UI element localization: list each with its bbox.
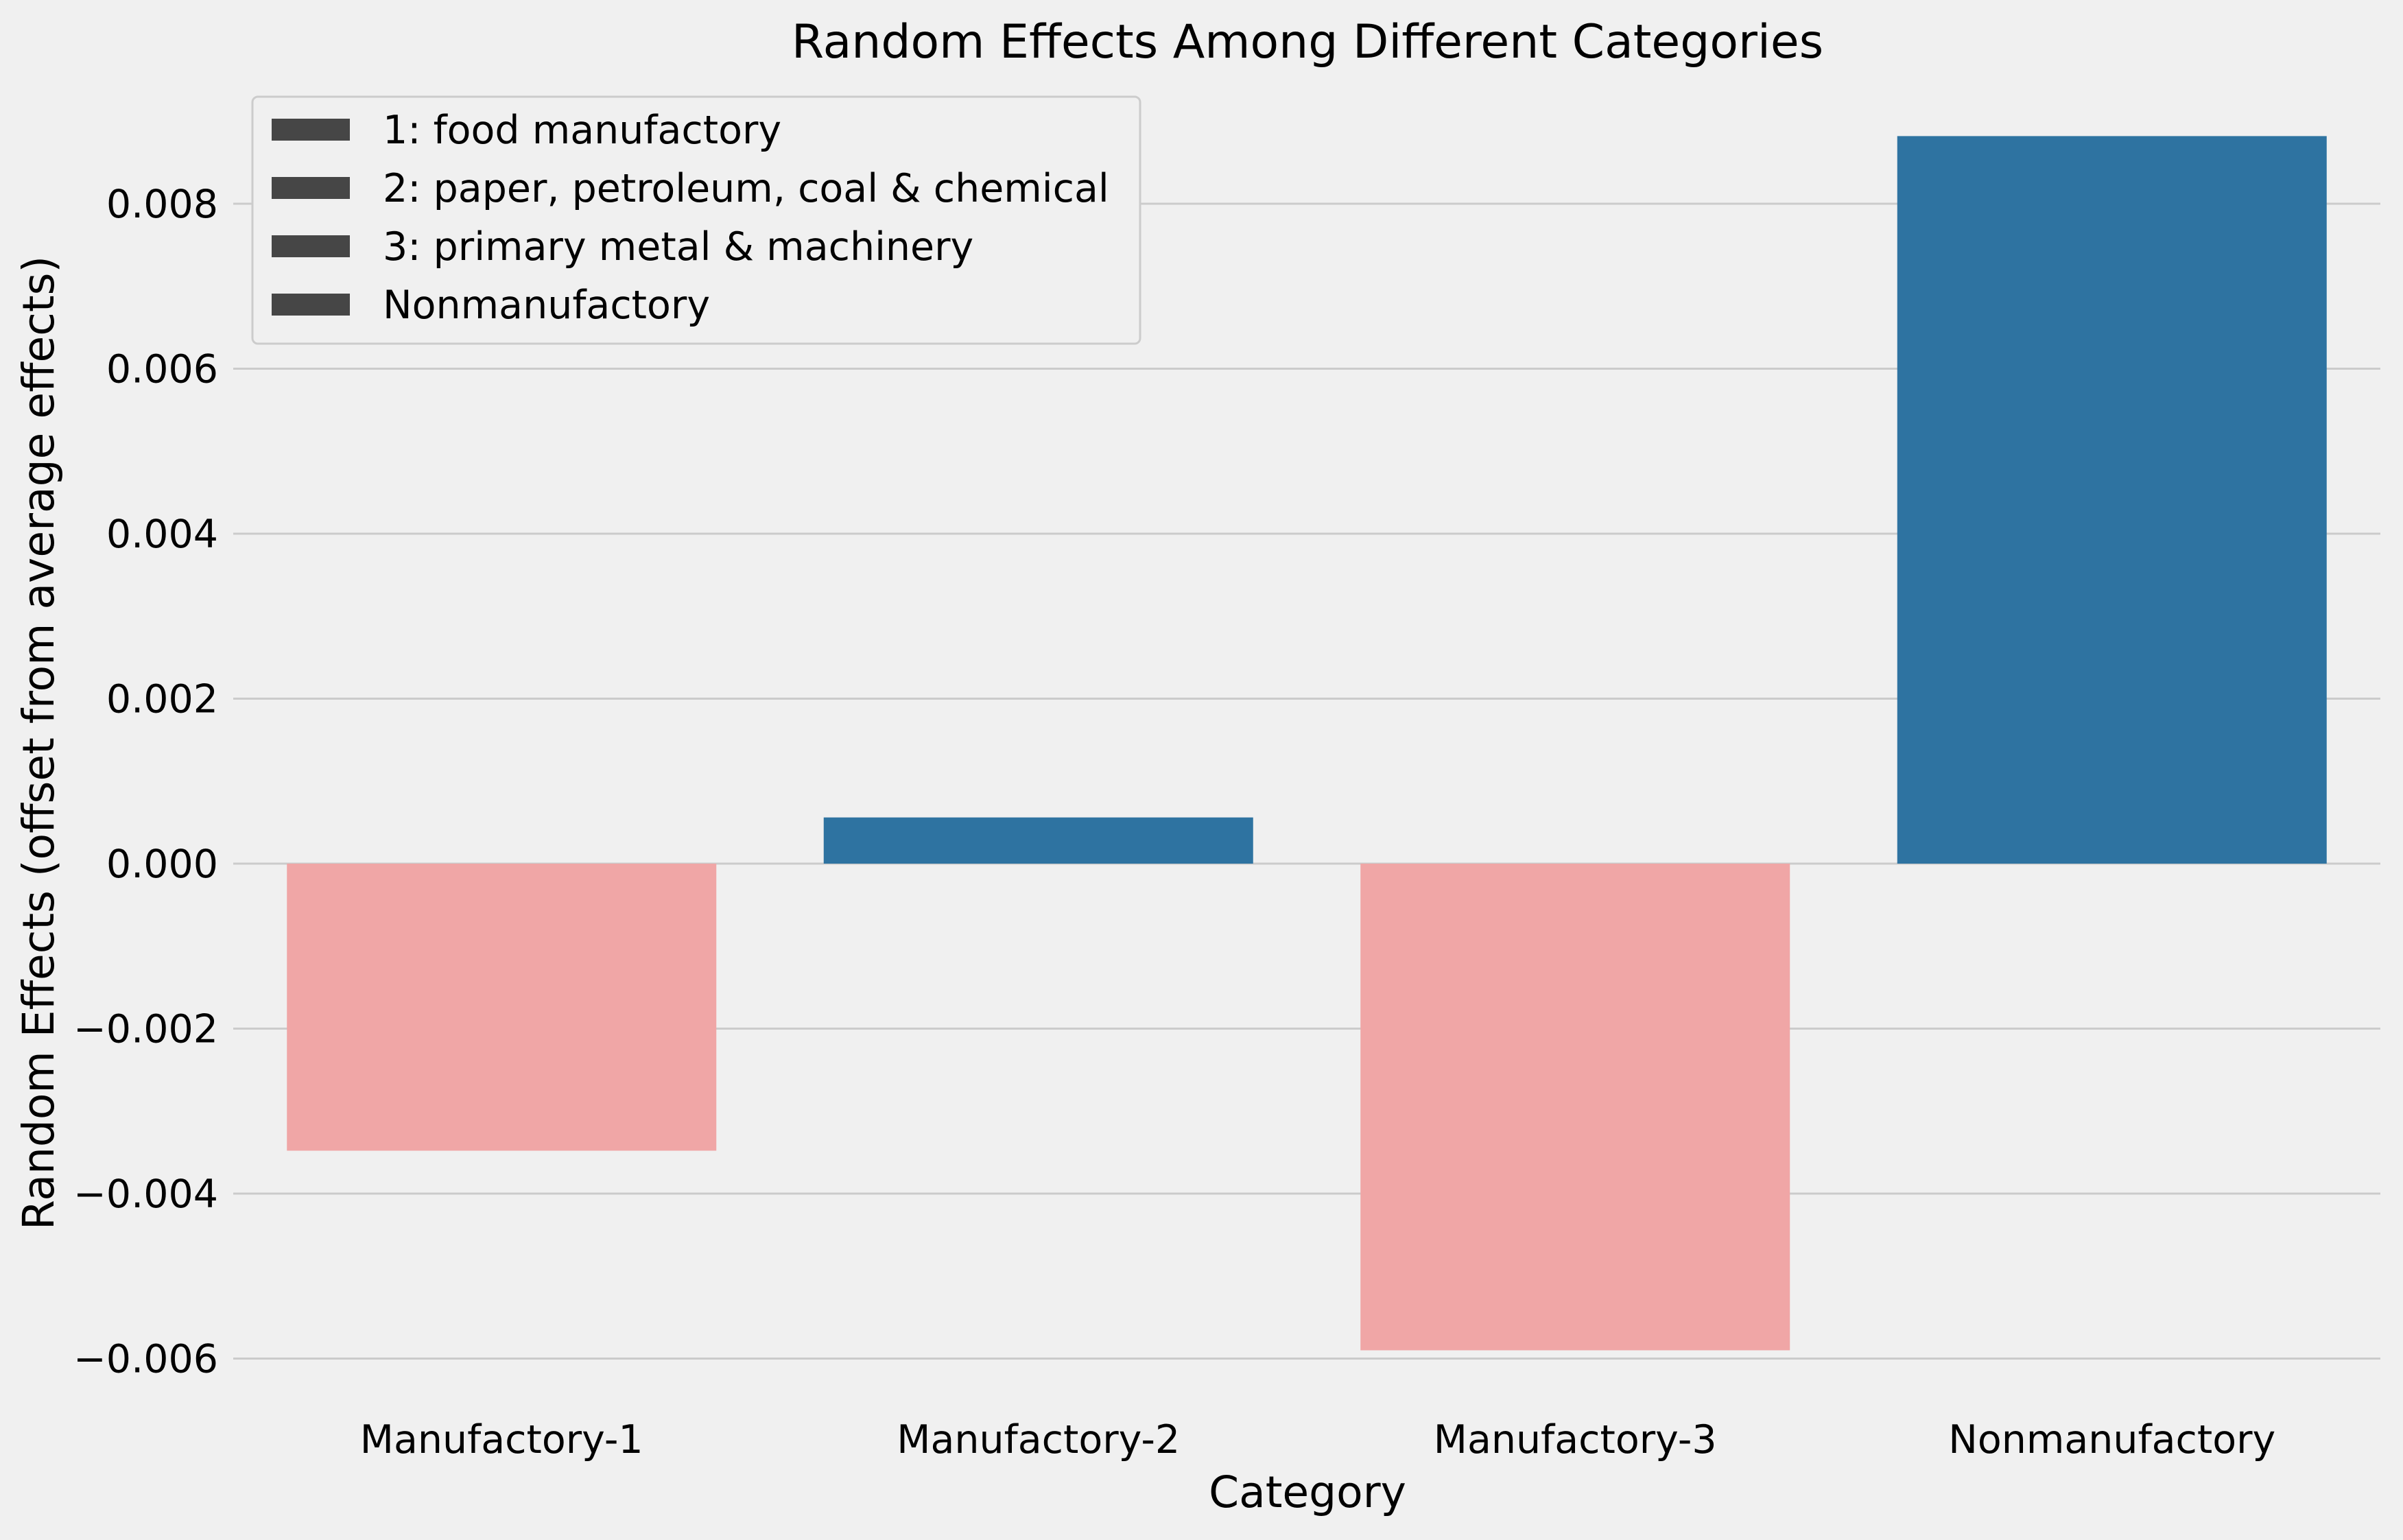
legend-label: 3: primary metal & machinery [383, 224, 973, 270]
x-tick-label: Manufactory-2 [897, 1417, 1180, 1462]
y-tick-label: 0.000 [106, 842, 218, 887]
y-tick-label: −0.002 [73, 1007, 218, 1052]
bar-manufactory-3 [1360, 864, 1790, 1351]
legend-label: Nonmanufactory [383, 283, 710, 328]
y-tick-label: 0.002 [106, 677, 218, 722]
x-tick-labels: Manufactory-1 Manufactory-2 Manufactory-3 N… [360, 1417, 2276, 1462]
legend-label: 1: food manufactory [383, 108, 781, 153]
y-tick-label: 0.004 [106, 512, 218, 557]
y-axis-title: Random Effects (offset from average effe… [14, 256, 64, 1230]
y-tick-label: 0.008 [106, 182, 218, 227]
bar-nonmanufactory [1897, 136, 2327, 864]
legend-box [251, 95, 1141, 345]
legend-swatch [272, 235, 350, 257]
y-tick-label: −0.006 [73, 1337, 218, 1382]
bar-manufactory-2 [823, 817, 1253, 864]
y-tick-label: 0.006 [106, 347, 218, 392]
bars [287, 136, 2327, 1351]
y-tick-label: −0.004 [73, 1172, 218, 1217]
legend: 1: food manufactory 2: paper, petroleum, … [251, 95, 1141, 345]
legend-swatch [272, 119, 350, 141]
chart-title: Random Effects Among Different Categorie… [792, 15, 1823, 69]
legend-label: 2: paper, petroleum, coal & chemical [383, 166, 1109, 211]
y-tick-labels: −0.006 −0.004 −0.002 0.000 0.002 0.004 0.006 0.… [73, 182, 218, 1382]
legend-swatch [272, 294, 350, 316]
x-tick-label: Manufactory-3 [1434, 1417, 1717, 1462]
legend-swatch [272, 177, 350, 199]
x-tick-label: Nonmanufactory [1948, 1417, 2275, 1462]
x-axis-title: Category [1209, 1467, 1406, 1517]
x-tick-label: Manufactory-1 [360, 1417, 643, 1462]
bar-manufactory-1 [287, 864, 717, 1151]
